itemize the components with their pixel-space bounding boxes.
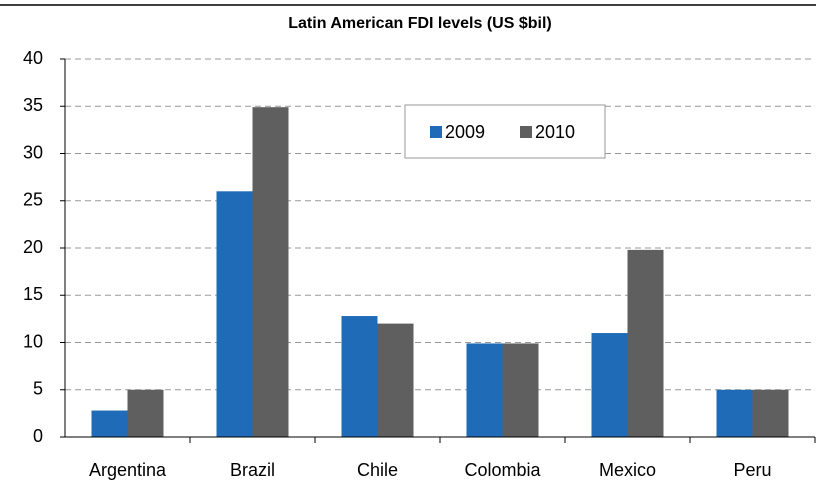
bar — [341, 316, 378, 437]
bar — [127, 389, 164, 437]
bar — [91, 410, 128, 437]
y-tick-label: 20 — [23, 237, 43, 257]
legend-label: 2009 — [445, 122, 485, 142]
bar — [466, 343, 503, 437]
y-tick-label: 0 — [33, 426, 43, 446]
y-tick-label: 30 — [23, 142, 43, 162]
x-tick-label: Brazil — [230, 460, 275, 480]
y-tick-label: 35 — [23, 95, 43, 115]
legend-label: 2010 — [535, 122, 575, 142]
bar — [627, 249, 664, 437]
legend-swatch — [430, 126, 442, 138]
y-tick-label: 15 — [23, 284, 43, 304]
bar — [591, 333, 628, 437]
x-tick-label: Colombia — [464, 460, 541, 480]
bar — [752, 389, 789, 437]
x-tick-label: Mexico — [599, 460, 656, 480]
bar — [252, 107, 289, 437]
y-tick-label: 25 — [23, 190, 43, 210]
y-tick-label: 5 — [33, 379, 43, 399]
x-tick-label: Argentina — [89, 460, 167, 480]
legend-swatch — [520, 126, 532, 138]
x-tick-label: Peru — [733, 460, 771, 480]
chart-title: Latin American FDI levels (US $bil) — [288, 15, 551, 32]
y-tick-label: 40 — [23, 48, 43, 68]
bar — [377, 323, 414, 437]
x-tick-label: Chile — [357, 460, 398, 480]
bar — [716, 389, 753, 437]
bar — [502, 343, 539, 437]
bar — [216, 191, 253, 437]
y-tick-label: 10 — [23, 331, 43, 351]
